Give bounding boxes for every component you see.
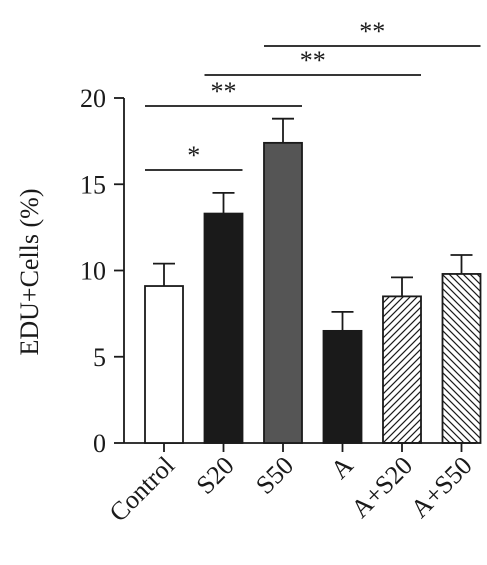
bar-a-s50	[441, 273, 482, 444]
x-tick-label: S20	[191, 451, 240, 500]
bar-control	[144, 285, 184, 444]
significance-label: **	[300, 46, 326, 75]
x-tick-label: Control	[104, 451, 181, 528]
bar-s50	[263, 141, 303, 444]
y-axis-label: EDU+Cells (%)	[15, 188, 44, 355]
bar-s20	[203, 212, 244, 444]
x-tick-label: A+S20	[345, 451, 418, 524]
x-tick-label: S50	[250, 451, 299, 500]
significance-label: *	[187, 141, 200, 170]
y-tick-label: 5	[93, 343, 106, 372]
bar-a	[322, 329, 363, 444]
significance-label: **	[359, 17, 385, 46]
bar-a-s20	[382, 295, 422, 444]
x-tick-label: A	[325, 451, 359, 485]
y-tick-label: 15	[80, 170, 106, 199]
y-tick-label: 0	[93, 429, 106, 458]
x-tick-label: A+S50	[405, 451, 478, 524]
y-tick-label: 20	[80, 84, 106, 113]
significance-label: **	[211, 77, 237, 106]
y-tick-label: 10	[80, 257, 106, 286]
